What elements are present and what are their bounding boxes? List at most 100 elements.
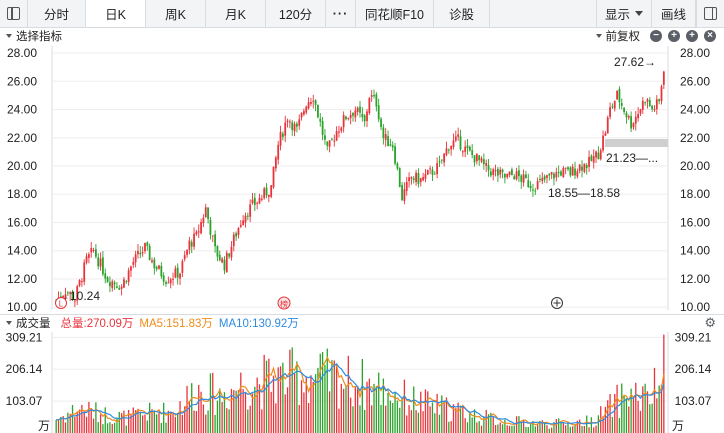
candle-body xyxy=(62,296,65,298)
candle-body xyxy=(562,167,565,178)
candle-body xyxy=(204,207,207,218)
candle-body xyxy=(270,185,273,197)
candle-body xyxy=(85,256,88,263)
candle-body xyxy=(123,279,125,288)
candle-body xyxy=(165,282,167,284)
candle-body xyxy=(485,162,488,166)
candle-body xyxy=(307,102,310,109)
gap-label: 21.23—... xyxy=(606,151,658,165)
draw-line-button[interactable]: 画线 xyxy=(652,0,696,27)
candle-body xyxy=(375,94,378,107)
display-menu-button[interactable]: 显示 xyxy=(596,0,652,27)
candle-body xyxy=(148,245,151,261)
price-grid xyxy=(51,46,669,310)
add-icon[interactable]: + xyxy=(686,30,698,42)
candle-body xyxy=(662,71,665,85)
candle-body xyxy=(475,153,478,162)
tab-diagnose[interactable]: 诊股 xyxy=(434,0,490,27)
adjust-mode-button[interactable]: 前复权 xyxy=(595,28,640,44)
candle-body xyxy=(541,177,544,182)
candle-body xyxy=(445,148,448,155)
ranking-marker[interactable]: 榜 xyxy=(277,296,291,310)
ma10-line xyxy=(56,362,665,425)
add-marker-icon[interactable] xyxy=(551,297,563,309)
candle-body xyxy=(146,242,149,246)
candle-body xyxy=(352,112,354,116)
candle-body xyxy=(354,110,357,118)
candle-body xyxy=(244,215,247,223)
candle-body xyxy=(87,254,90,258)
candle-body xyxy=(532,189,534,191)
candle-body xyxy=(253,197,256,205)
price-tick-left: 26.00 xyxy=(7,74,37,88)
close-icon[interactable]: × xyxy=(704,30,716,42)
price-tick-left: 20.00 xyxy=(7,159,37,173)
candle-body xyxy=(361,113,364,118)
right-panel-toggle-icon[interactable] xyxy=(696,0,724,27)
select-indicator-button[interactable]: 选择指标 xyxy=(6,28,62,44)
candle-body xyxy=(80,281,83,283)
price-axis: 28.00 28.00 26.00 26.00 24.00 24.00 22.00 22.00… xyxy=(7,46,710,314)
candle-body xyxy=(363,115,366,122)
candle-body xyxy=(258,198,261,204)
candle-body xyxy=(179,273,181,279)
limit-marker[interactable]: L xyxy=(55,297,67,309)
candle-body xyxy=(588,156,590,167)
candle-body xyxy=(134,254,137,263)
candle-body xyxy=(216,245,219,257)
candle-body xyxy=(340,127,343,131)
candle-body xyxy=(109,282,111,287)
candle-body xyxy=(499,169,502,175)
candle-body xyxy=(190,242,193,247)
candle-body xyxy=(228,253,231,257)
candle-body xyxy=(616,90,618,100)
candle-body xyxy=(550,172,553,175)
candle-body xyxy=(634,116,637,124)
candle-body xyxy=(471,150,474,155)
volume-grid xyxy=(51,332,669,433)
candle-body xyxy=(408,177,410,182)
candle-body xyxy=(317,104,319,118)
candle-body xyxy=(347,117,350,119)
more-periods-button[interactable]: ··· xyxy=(326,0,356,27)
tab-intraday[interactable]: 分时 xyxy=(28,0,86,27)
price-tick-right: 28.00 xyxy=(680,46,710,60)
tab-120min[interactable]: 120分 xyxy=(266,0,326,27)
candle-body xyxy=(611,106,614,108)
candle-body xyxy=(410,177,413,179)
candle-body xyxy=(331,138,333,140)
tab-monthly-k[interactable]: 月K xyxy=(206,0,266,27)
candle-body xyxy=(186,249,188,255)
volume-indicator-button[interactable]: 成交量 xyxy=(6,315,51,331)
candle-body xyxy=(349,114,352,119)
candle-body xyxy=(338,131,340,133)
tab-weekly-k[interactable]: 周K xyxy=(146,0,206,27)
left-panel-toggle-icon[interactable] xyxy=(0,0,28,27)
tab-daily-k[interactable]: 日K xyxy=(86,0,146,27)
candle-body xyxy=(277,144,280,160)
zoom-in-icon[interactable]: + xyxy=(668,30,680,42)
candle-body xyxy=(310,102,312,104)
candle-body xyxy=(214,234,216,247)
candle-body xyxy=(525,174,527,179)
volume-settings-gear-icon[interactable]: ⚙ xyxy=(704,315,716,330)
candle-body xyxy=(637,114,640,119)
candle-body xyxy=(473,155,476,163)
candle-body xyxy=(639,109,642,114)
volume-unit-right: 万 xyxy=(672,419,684,433)
candle-body xyxy=(478,155,481,161)
candle-body xyxy=(288,121,291,123)
price-tick-right: 18.00 xyxy=(680,187,710,201)
volume-tick-right: 103.07 xyxy=(675,394,712,408)
candle-body xyxy=(174,268,177,278)
candle-body xyxy=(232,234,235,247)
candle-body xyxy=(496,168,499,176)
candle-body xyxy=(508,171,511,175)
candle-body xyxy=(125,281,128,283)
tab-f10[interactable]: 同花顺F10 xyxy=(356,0,434,27)
candle-body xyxy=(426,170,429,175)
zoom-out-icon[interactable]: − xyxy=(650,30,662,42)
candle-body xyxy=(223,259,226,271)
volume-tick-right: 309.21 xyxy=(675,330,712,344)
